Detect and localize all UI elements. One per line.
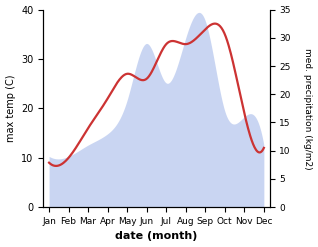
Y-axis label: max temp (C): max temp (C) [5,75,16,142]
X-axis label: date (month): date (month) [115,231,198,242]
Y-axis label: med. precipitation (kg/m2): med. precipitation (kg/m2) [303,48,313,169]
